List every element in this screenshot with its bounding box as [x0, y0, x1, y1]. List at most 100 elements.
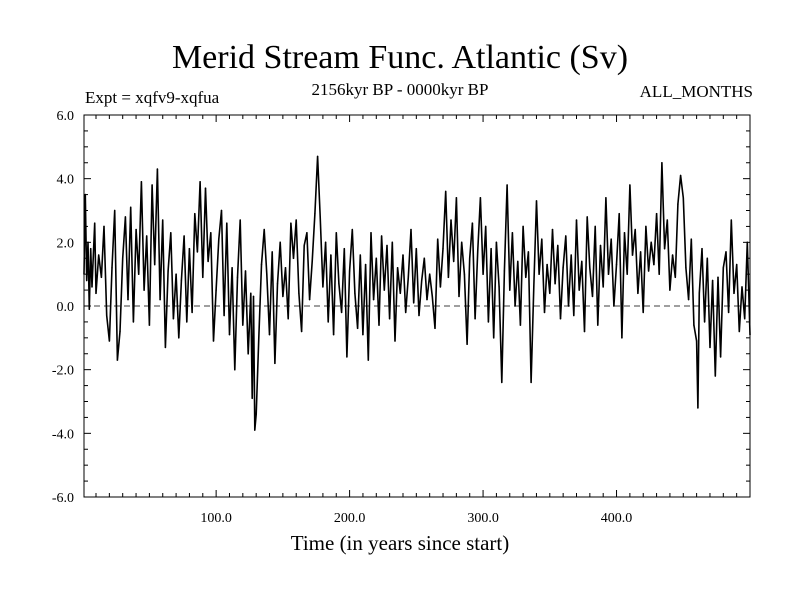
- data-point: [348, 270, 351, 272]
- data-point: [429, 273, 431, 275]
- data-point: [218, 238, 220, 240]
- data-point: [146, 235, 148, 237]
- data-point: [314, 213, 316, 215]
- data-point: [602, 286, 604, 288]
- data-point: [268, 333, 271, 336]
- data-point: [306, 232, 308, 234]
- data-point: [324, 241, 327, 243]
- data-point: [239, 219, 241, 221]
- data-point: [364, 263, 367, 266]
- time-range-subtitle: 2156kyr BP - 0000kyr BP: [311, 80, 489, 99]
- x-tick-label: 100.0: [200, 511, 232, 526]
- data-point: [130, 206, 132, 208]
- data-point: [327, 321, 329, 323]
- data-point: [423, 257, 425, 259]
- data-point: [503, 270, 506, 272]
- data-point: [231, 267, 233, 269]
- data-point: [87, 241, 89, 243]
- data-point: [226, 222, 228, 224]
- data-point: [210, 232, 212, 234]
- data-point: [311, 260, 313, 263]
- data-point: [143, 289, 145, 291]
- data-point: [156, 168, 159, 170]
- data-point: [559, 318, 562, 320]
- data-point: [135, 228, 137, 231]
- data-point: [450, 219, 452, 221]
- data-point: [410, 228, 412, 231]
- data-point: [642, 311, 644, 314]
- data-point: [698, 292, 700, 294]
- data-point: [546, 263, 548, 266]
- data-point: [223, 314, 225, 317]
- data-point: [533, 286, 535, 288]
- data-point: [485, 225, 487, 228]
- data-point: [565, 235, 567, 237]
- data-point: [362, 333, 364, 336]
- data-point: [655, 213, 658, 215]
- data-point: [697, 407, 699, 409]
- data-point: [549, 292, 551, 294]
- data-point: [578, 289, 580, 291]
- data-point: [167, 270, 169, 272]
- data-point: [645, 225, 647, 228]
- data-point: [322, 286, 324, 288]
- data-point: [122, 257, 124, 259]
- data-point: [199, 181, 201, 183]
- data-point: [402, 254, 404, 256]
- data-point: [629, 184, 631, 186]
- data-point: [399, 292, 401, 294]
- data-point: [490, 248, 492, 250]
- data-point: [551, 228, 554, 231]
- data-point: [623, 232, 626, 234]
- data-point: [394, 340, 396, 342]
- data-point: [442, 248, 444, 250]
- data-point: [567, 305, 570, 307]
- data-point: [527, 251, 530, 253]
- data-point: [346, 356, 348, 358]
- data-point: [431, 295, 433, 298]
- data-point: [482, 273, 484, 275]
- data-point: [372, 298, 375, 301]
- data-point: [396, 267, 399, 269]
- data-point: [284, 267, 287, 269]
- data-point: [124, 216, 127, 218]
- data-point: [380, 235, 383, 237]
- data-point: [469, 257, 471, 259]
- y-tick-label: 4.0: [57, 173, 75, 188]
- x-tick-label: 200.0: [334, 511, 366, 526]
- data-point: [300, 330, 303, 333]
- data-point: [725, 251, 727, 253]
- data-point: [445, 190, 447, 193]
- data-point: [375, 257, 377, 259]
- data-point: [228, 333, 231, 336]
- data-point: [439, 286, 442, 288]
- data-point: [351, 228, 353, 231]
- data-point: [340, 311, 343, 314]
- months-label: ALL_MONTHS: [639, 82, 753, 101]
- data-point: [162, 219, 164, 221]
- data-point: [276, 283, 279, 285]
- data-point: [458, 295, 460, 298]
- data-point: [114, 209, 116, 212]
- data-point: [127, 298, 129, 301]
- data-point: [266, 273, 268, 275]
- data-point: [303, 244, 305, 247]
- data-point: [703, 321, 706, 323]
- data-point: [589, 267, 591, 269]
- data-point: [298, 292, 300, 294]
- data-point: [613, 305, 615, 307]
- data-point: [421, 279, 423, 282]
- data-point: [413, 302, 415, 304]
- chart-title: Merid Stream Func. Atlantic (Sv): [171, 39, 629, 76]
- data-point: [661, 162, 663, 164]
- data-point: [207, 260, 209, 263]
- data-point: [212, 340, 215, 342]
- data-point: [693, 324, 695, 326]
- data-point: [188, 248, 191, 250]
- data-point: [426, 298, 428, 301]
- data-point: [626, 273, 628, 275]
- data-point: [535, 200, 538, 202]
- data-point: [741, 286, 743, 288]
- data-point: [282, 295, 284, 298]
- data-point: [447, 276, 450, 278]
